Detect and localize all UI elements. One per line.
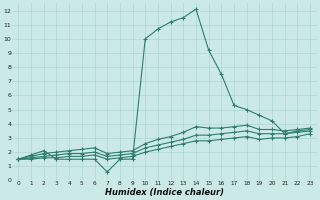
- X-axis label: Humidex (Indice chaleur): Humidex (Indice chaleur): [105, 188, 224, 197]
